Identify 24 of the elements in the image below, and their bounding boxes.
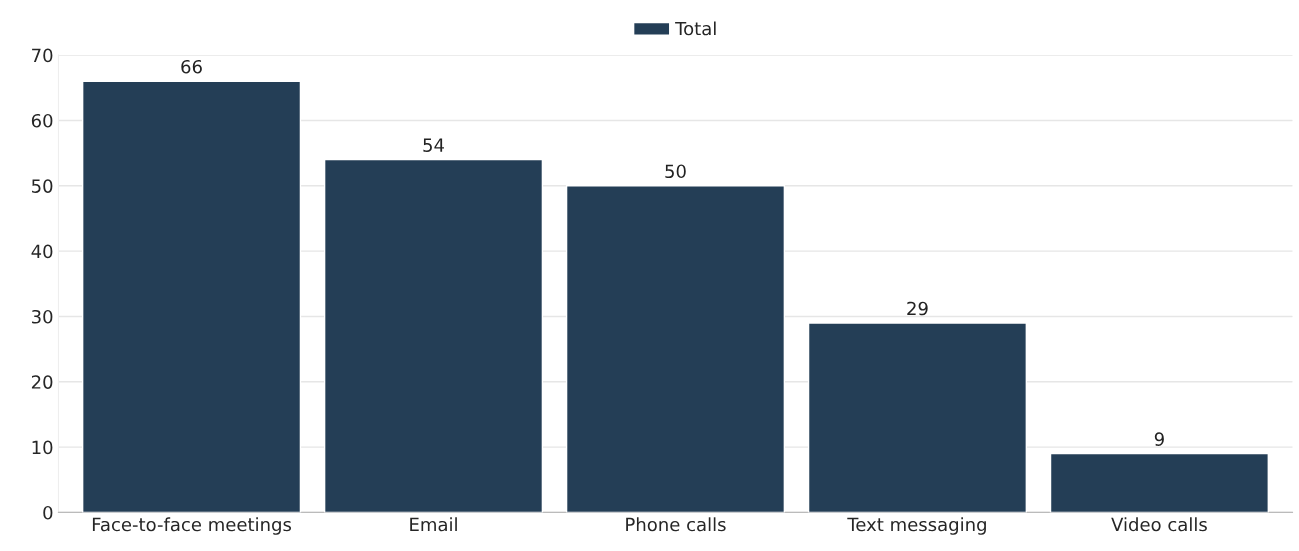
data-label: 54 xyxy=(423,138,444,152)
y-tick-label: 40 xyxy=(31,244,53,259)
data-label: 66 xyxy=(181,59,202,74)
y-tick-label: 70 xyxy=(32,48,53,63)
data-label: 9 xyxy=(1154,432,1164,446)
y-tick-label: 50 xyxy=(32,179,53,193)
x-tick-label: Text messaging xyxy=(847,517,986,535)
data-label: 50 xyxy=(665,164,686,179)
x-tick-label: Face-to-face meetings xyxy=(92,517,292,535)
legend-label: Total xyxy=(675,21,716,36)
y-tick-label: 20 xyxy=(31,375,53,389)
bar xyxy=(565,185,786,513)
x-tick-label: Email xyxy=(410,517,457,532)
y-tick-label: 0 xyxy=(43,505,53,520)
y-tick-label: 30 xyxy=(31,309,53,324)
bar xyxy=(323,158,544,513)
data-label: 29 xyxy=(907,301,928,316)
x-tick-label: Phone calls xyxy=(626,517,726,532)
bar xyxy=(81,80,302,513)
y-tick-label: 60 xyxy=(31,113,53,128)
y-tick-label: 10 xyxy=(32,440,53,455)
bar xyxy=(807,322,1028,513)
x-tick-label: Video calls xyxy=(1111,517,1207,532)
bar xyxy=(1049,452,1270,513)
